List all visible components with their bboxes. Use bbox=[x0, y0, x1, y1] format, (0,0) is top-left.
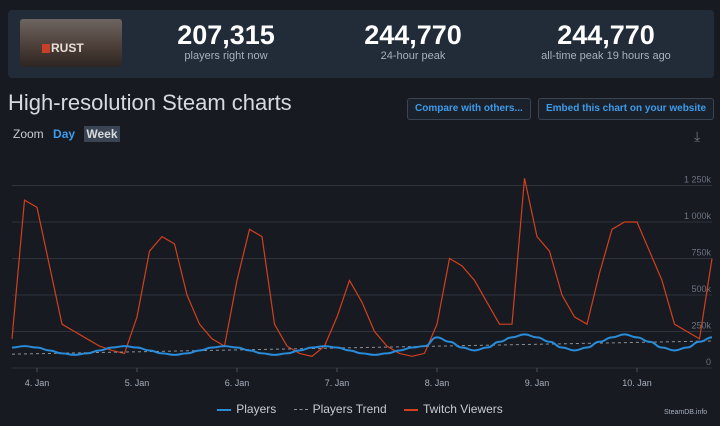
download-icon[interactable]: ⤓ bbox=[694, 128, 701, 144]
stat-value: 244,770 bbox=[557, 20, 655, 50]
x-tick-label: 5. Jan bbox=[125, 378, 150, 388]
x-tick-label: 7. Jan bbox=[325, 378, 350, 388]
legend-players[interactable]: Players bbox=[217, 402, 276, 416]
legend-label: Twitch Viewers bbox=[422, 402, 503, 416]
x-tick-label: 6. Jan bbox=[225, 378, 250, 388]
zoom-week-button[interactable]: Week bbox=[84, 126, 120, 142]
y-tick-label: 1 250k bbox=[684, 175, 712, 185]
game-thumbnail[interactable]: RUST bbox=[20, 19, 122, 67]
stat-label: 24-hour peak bbox=[380, 50, 446, 62]
embed-button[interactable]: Embed this chart on your website bbox=[538, 98, 715, 120]
stat-all-time-peak: 244,770 all-time peak 19 hours ago bbox=[516, 20, 696, 62]
zoom-day-button[interactable]: Day bbox=[53, 127, 76, 141]
x-tick-label: 9. Jan bbox=[525, 378, 550, 388]
y-tick-label: 0 bbox=[706, 357, 711, 367]
players-line bbox=[11, 333, 713, 356]
x-tick-label: 10. Jan bbox=[622, 378, 652, 388]
game-summary-panel: RUST 207,315 players right now 244,770 24-… bbox=[8, 10, 714, 78]
compare-button[interactable]: Compare with others... bbox=[407, 98, 531, 120]
y-tick-label: 750k bbox=[691, 248, 711, 258]
legend-label: Players bbox=[236, 402, 277, 416]
credit: SteamDB.info bbox=[664, 409, 708, 416]
x-tick-label: 8. Jan bbox=[425, 378, 450, 388]
twitch-viewers-line bbox=[11, 178, 713, 357]
zoom-controls: Zoom Day Week bbox=[13, 126, 126, 142]
legend-twitch-viewers[interactable]: Twitch Viewers bbox=[403, 402, 503, 416]
y-tick-label: 1 000k bbox=[684, 211, 712, 221]
logo-text: RUST bbox=[51, 41, 84, 55]
stat-label: all-time peak 19 hours ago bbox=[541, 50, 671, 62]
x-tick-label: 4. Jan bbox=[25, 378, 50, 388]
stat-current: 207,315 players right now bbox=[136, 20, 316, 62]
y-tick-label: 500k bbox=[691, 284, 711, 294]
chart-legend: Players Players Trend Twitch Viewers bbox=[0, 402, 720, 416]
zoom-label: Zoom bbox=[13, 127, 44, 141]
stat-24h-peak: 244,770 24-hour peak bbox=[323, 20, 503, 62]
legend-players-trend[interactable]: Players Trend bbox=[293, 402, 387, 416]
stat-value: 207,315 bbox=[177, 20, 275, 50]
legend-label: Players Trend bbox=[312, 402, 387, 416]
stat-value: 244,770 bbox=[364, 20, 462, 50]
page-title: High-resolution Steam charts bbox=[8, 90, 292, 115]
game-logo: RUST bbox=[42, 41, 84, 55]
stat-label: players right now bbox=[184, 50, 268, 62]
